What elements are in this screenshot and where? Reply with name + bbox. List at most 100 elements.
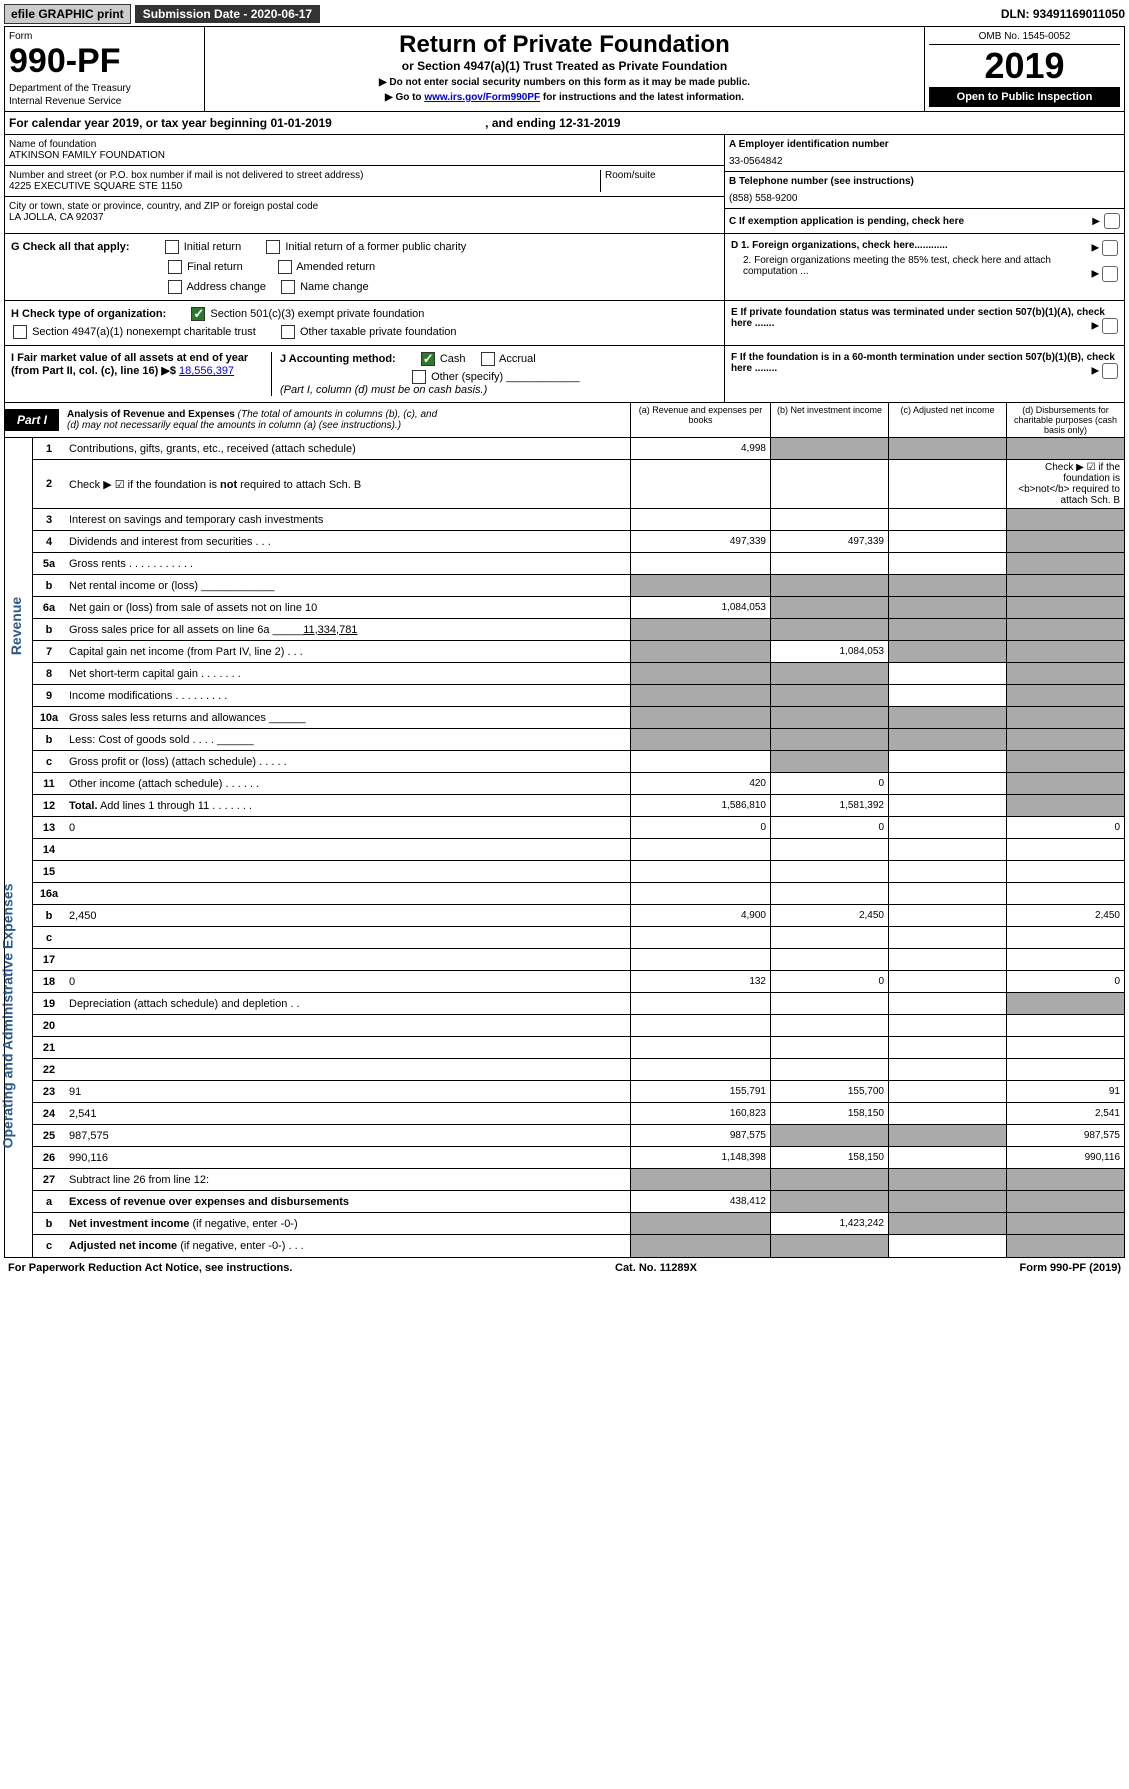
- row-description: [65, 870, 630, 874]
- table-row: 25987,575987,575987,575: [33, 1125, 1124, 1147]
- row-description: Other income (attach schedule) . . . . .…: [65, 776, 630, 792]
- row-number: 4: [33, 534, 65, 550]
- row-description: [65, 936, 630, 940]
- row-number: b: [33, 908, 65, 924]
- row-number: 16a: [33, 886, 65, 902]
- irs-link[interactable]: www.irs.gov/Form990PF: [424, 92, 540, 103]
- row-number: b: [33, 732, 65, 748]
- data-cell-d: [1006, 927, 1124, 948]
- row-number: 9: [33, 688, 65, 704]
- row-number: 26: [33, 1150, 65, 1166]
- row-description: 990,116: [65, 1150, 630, 1166]
- data-cell-c: [888, 751, 1006, 772]
- phone-label: B Telephone number (see instructions): [729, 176, 1120, 187]
- g-label: G Check all that apply:: [11, 241, 130, 253]
- data-cell-b: [770, 1125, 888, 1146]
- data-cell-c: [888, 685, 1006, 706]
- data-cell-a: 4,900: [630, 905, 770, 926]
- cash-checkbox[interactable]: [421, 352, 435, 366]
- data-cell-b: [770, 1191, 888, 1212]
- data-cell-c: [888, 993, 1006, 1014]
- row-number: 13: [33, 820, 65, 836]
- table-row: 4Dividends and interest from securities …: [33, 531, 1124, 553]
- data-cell-b: [770, 1059, 888, 1080]
- phone-value: (858) 558-9200: [729, 193, 1120, 204]
- revenue-label: Revenue: [8, 597, 24, 655]
- data-cell-d: [1006, 883, 1124, 904]
- data-cell-b: 0: [770, 817, 888, 838]
- ein-label: A Employer identification number: [729, 139, 1120, 150]
- data-cell-a: [630, 1059, 770, 1080]
- accrual-checkbox[interactable]: [481, 352, 495, 366]
- row-description: [65, 958, 630, 962]
- row-number: 20: [33, 1018, 65, 1034]
- data-cell-b: 1,084,053: [770, 641, 888, 662]
- data-cell-b: 155,700: [770, 1081, 888, 1102]
- data-cell-d: [1006, 509, 1124, 530]
- data-cell-b: [770, 927, 888, 948]
- data-cell-a: [630, 707, 770, 728]
- row-description: 91: [65, 1084, 630, 1100]
- data-cell-c: [888, 1213, 1006, 1234]
- row-number: b: [33, 622, 65, 638]
- j-label: J Accounting method:: [280, 353, 396, 365]
- row-description: Gross profit or (loss) (attach schedule)…: [65, 754, 630, 770]
- data-cell-c: [888, 707, 1006, 728]
- row-number: c: [33, 754, 65, 770]
- exemption-checkbox[interactable]: [1104, 213, 1120, 229]
- other-method-checkbox[interactable]: [412, 370, 426, 384]
- table-row: 15: [33, 861, 1124, 883]
- data-cell-c: [888, 1103, 1006, 1124]
- data-cell-c: [888, 553, 1006, 574]
- form-label: Form: [9, 31, 200, 42]
- data-cell-d: [1006, 795, 1124, 816]
- addr-change-checkbox[interactable]: [168, 280, 182, 294]
- d2-checkbox[interactable]: [1102, 266, 1118, 282]
- d1-checkbox[interactable]: [1102, 240, 1118, 256]
- data-cell-c: [888, 1147, 1006, 1168]
- row-number: 3: [33, 512, 65, 528]
- final-return-checkbox[interactable]: [168, 260, 182, 274]
- other-taxable-checkbox[interactable]: [281, 325, 295, 339]
- row-number: 18: [33, 974, 65, 990]
- ein-value: 33-0564842: [729, 156, 1120, 167]
- data-cell-d: 2,450: [1006, 905, 1124, 926]
- data-cell-c: [888, 817, 1006, 838]
- 4947-checkbox[interactable]: [13, 325, 27, 339]
- efile-button[interactable]: efile GRAPHIC print: [4, 4, 131, 24]
- data-cell-d: [1006, 1213, 1124, 1234]
- initial-public-checkbox[interactable]: [266, 240, 280, 254]
- data-cell-d: [1006, 1235, 1124, 1257]
- row-number: a: [33, 1194, 65, 1210]
- row-number: 25: [33, 1128, 65, 1144]
- name-change-checkbox[interactable]: [281, 280, 295, 294]
- col-b-header: (b) Net investment income: [770, 403, 888, 437]
- data-cell-d: [1006, 993, 1124, 1014]
- initial-return-checkbox[interactable]: [165, 240, 179, 254]
- data-cell-c: [888, 905, 1006, 926]
- row-description: Less: Cost of goods sold . . . . ______: [65, 732, 630, 748]
- 501c3-checkbox[interactable]: [191, 307, 205, 321]
- data-cell-c: [888, 971, 1006, 992]
- col-d-header: (d) Disbursements for charitable purpose…: [1006, 403, 1124, 437]
- data-cell-a: 497,339: [630, 531, 770, 552]
- data-cell-a: [630, 1235, 770, 1257]
- data-cell-b: [770, 949, 888, 970]
- data-cell-d: [1006, 1191, 1124, 1212]
- data-cell-a: 1,586,810: [630, 795, 770, 816]
- data-cell-c: [888, 619, 1006, 640]
- data-cell-d: 2,541: [1006, 1103, 1124, 1124]
- form-subtitle: or Section 4947(a)(1) Trust Treated as P…: [209, 59, 920, 73]
- data-cell-b: [770, 553, 888, 574]
- data-cell-a: [630, 1213, 770, 1234]
- data-cell-c: [888, 663, 1006, 684]
- row-description: Net rental income or (loss) ____________: [65, 578, 630, 594]
- row-description: Contributions, gifts, grants, etc., rece…: [65, 441, 630, 457]
- amended-checkbox[interactable]: [278, 260, 292, 274]
- e-checkbox[interactable]: [1102, 318, 1118, 334]
- h-label: H Check type of organization:: [11, 308, 166, 320]
- row-description: 987,575: [65, 1128, 630, 1144]
- table-row: 3Interest on savings and temporary cash …: [33, 509, 1124, 531]
- calendar-year-row: For calendar year 2019, or tax year begi…: [4, 112, 1125, 135]
- f-checkbox[interactable]: [1102, 363, 1118, 379]
